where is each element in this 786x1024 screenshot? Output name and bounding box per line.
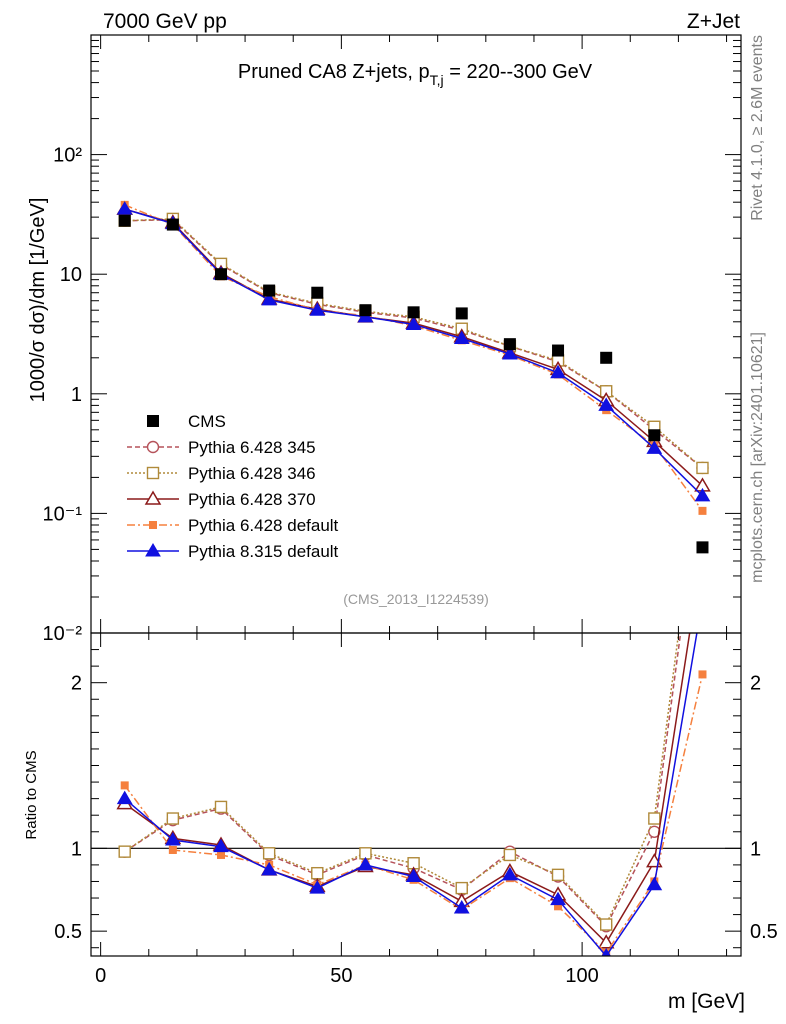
x-axis-label: m [GeV] (668, 990, 745, 1013)
series-point-3 (698, 506, 707, 515)
ratio-tick-label: 2 (71, 673, 82, 695)
legend-label-1: Pythia 6.428 345 (188, 438, 316, 457)
ratio-point-4 (116, 790, 133, 805)
legend-marker-3 (144, 490, 162, 505)
y-tick-label: 10⁻² (43, 623, 83, 645)
ratio-point-1 (311, 866, 324, 880)
series-point-4 (453, 330, 470, 344)
main-axis-ticks: 10⁻² 10⁻¹ 1 10 10² (43, 35, 741, 645)
ratio-point-3 (168, 845, 177, 854)
ratio-tick-label-right: 1 (750, 838, 761, 860)
main-plot-area (116, 200, 711, 554)
ratio-point-1 (118, 845, 131, 858)
data-point (311, 286, 324, 299)
series-point-1 (696, 461, 709, 475)
series-point-4 (598, 397, 615, 411)
rivet-label: Rivet 4.1.0, ≥ 2.6M events (749, 35, 766, 221)
ratio-point-4 (357, 856, 374, 871)
ratio-point-3 (120, 781, 129, 790)
x-tick-label: 0 (95, 965, 106, 987)
legend-marker-4 (149, 521, 157, 529)
series-point-4 (261, 291, 278, 306)
data-point (359, 304, 372, 317)
data-point (166, 218, 179, 231)
data-point (215, 268, 227, 281)
legend-marker-0 (147, 415, 159, 427)
ratio-point-3 (554, 902, 563, 911)
y-tick-label: 10 (60, 264, 82, 286)
series-point-4 (550, 364, 566, 379)
ratio-tick-label: 1 (71, 838, 82, 860)
analysis-tag: (CMS_2013_I1224539) (343, 591, 489, 607)
ratio-point-4 (213, 838, 229, 853)
ratio-frame (90, 632, 742, 957)
ratio-point-1 (214, 800, 228, 814)
data-point (455, 307, 468, 320)
legend: CMS Pythia 6.428 345 Pythia 6.428 346 Pythi… (127, 412, 339, 561)
ratio-point-1 (599, 918, 613, 931)
data-point (600, 351, 613, 364)
data-point (118, 214, 131, 227)
ratio-point-4 (601, 948, 611, 956)
ratio-point-4 (550, 891, 566, 906)
ratio-point-1 (503, 848, 517, 862)
legend-label-3: Pythia 6.428 370 (188, 490, 316, 509)
ratio-point-4 (309, 880, 326, 894)
ratio-plot-area (91, 633, 741, 956)
ratio-tick-label-right: 0.5 (750, 921, 778, 943)
legend-label-4: Pythia 6.428 default (188, 516, 339, 535)
data-point (696, 541, 709, 554)
data-point (648, 429, 661, 442)
y-tick-label: 10² (53, 145, 82, 167)
series-point-4 (405, 316, 422, 330)
ratio-point-1 (262, 847, 276, 860)
data-point (503, 338, 516, 351)
ratio-point-1 (455, 881, 468, 895)
mcplots-label: mcplots.cern.ch [arXiv:2401.10621] (749, 332, 766, 583)
ratio-axis-ticks: 0 50 100 0.5 0.5 1 1 2 2 (54, 633, 778, 987)
ratio-tick-label: 0.5 (54, 921, 82, 943)
legend-marker-2 (146, 466, 160, 480)
ratio-point-4 (405, 868, 422, 882)
ratio-point-4 (164, 832, 181, 846)
ratio-point-2 (597, 934, 615, 949)
ratio-point-1 (551, 868, 565, 882)
legend-label-5: Pythia 8.315 default (188, 542, 339, 561)
legend-label-0: CMS (188, 412, 226, 431)
series-point-4 (502, 346, 518, 360)
ratio-point-1 (166, 812, 180, 825)
data-point (552, 344, 565, 357)
y-tick-label: 1 (71, 384, 82, 406)
ratio-point-4 (646, 876, 663, 891)
ratio-point-3 (217, 850, 225, 859)
header-right: Z+Jet (687, 10, 740, 33)
ratio-tick-label-right: 2 (750, 673, 761, 695)
ratio-axis-label: Ratio to CMS (23, 750, 40, 839)
series-point-4 (646, 440, 663, 454)
ratio-point-4 (502, 866, 518, 881)
series-point-4 (309, 302, 326, 316)
chart-title: Pruned CA8 Z+jets, pT,j = 220--300 GeV (238, 61, 593, 88)
header-left: 7000 GeV pp (103, 10, 227, 33)
legend-marker-1 (146, 440, 160, 454)
main-panel: 10⁻² 10⁻¹ 1 10 10² Pruned CA8 Z+jets, pT,j =… (27, 34, 742, 645)
legend-marker-5 (145, 543, 161, 557)
y-tick-label: 10⁻¹ (43, 503, 83, 525)
ratio-panel: 0 50 100 0.5 0.5 1 1 2 2 Ratio to CMS (23, 632, 778, 987)
y-axis-label: 1000/σ dσ)/dm [1/GeV] (27, 198, 49, 403)
ratio-point-1 (648, 812, 661, 825)
ratio-point-4 (453, 899, 470, 914)
ratio-point-3 (698, 670, 707, 679)
data-point (407, 306, 420, 319)
legend-label-2: Pythia 6.428 346 (188, 464, 316, 483)
data-point (263, 284, 276, 297)
series-point-4 (694, 487, 711, 502)
series-point-4 (116, 201, 133, 215)
ratio-point-4 (261, 861, 278, 876)
x-tick-label: 50 (330, 965, 352, 987)
x-tick-label: 100 (565, 965, 598, 987)
